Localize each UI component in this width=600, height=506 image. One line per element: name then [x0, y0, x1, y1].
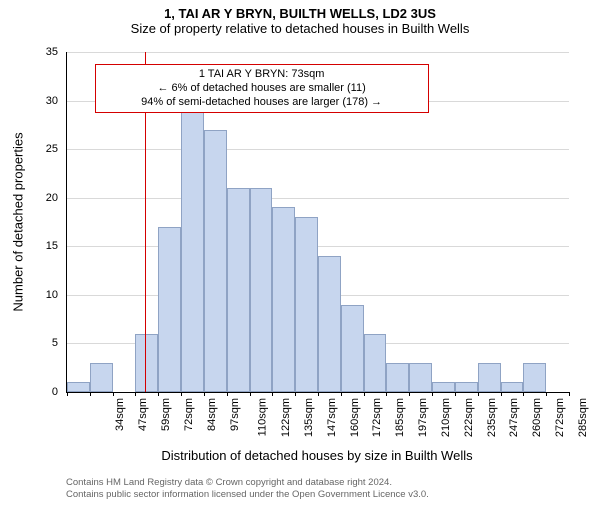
xtick-label: 135sqm	[303, 398, 315, 437]
xtick-mark	[250, 392, 251, 396]
ytick-label: 25	[0, 143, 58, 155]
plot-area: 1 TAI AR Y BRYN: 73sqm← 6% of detached h…	[66, 52, 569, 393]
xtick-label: 272sqm	[554, 398, 566, 437]
xtick-label: 110sqm	[257, 398, 269, 436]
xtick-label: 222sqm	[463, 398, 475, 437]
x-axis-label: Distribution of detached houses by size …	[161, 448, 472, 463]
xtick-mark	[455, 392, 456, 396]
xtick-mark	[227, 392, 228, 396]
footer-line: Contains public sector information licen…	[66, 489, 429, 500]
xtick-label: 84sqm	[206, 398, 218, 431]
xtick-label: 197sqm	[417, 398, 429, 437]
ytick-label: 5	[0, 337, 58, 349]
xtick-mark	[523, 392, 524, 396]
xtick-mark	[409, 392, 410, 396]
gridline	[67, 198, 569, 199]
chart-title: 1, TAI AR Y BRYN, BUILTH WELLS, LD2 3US	[0, 6, 600, 21]
gridline	[67, 246, 569, 247]
xtick-mark	[501, 392, 502, 396]
xtick-label: 147sqm	[326, 398, 338, 437]
histogram-bar	[318, 256, 341, 392]
annotation-line: 94% of semi-detached houses are larger (…	[102, 96, 422, 110]
footer-line: Contains HM Land Registry data © Crown c…	[66, 477, 429, 488]
xtick-label: 235sqm	[486, 398, 498, 437]
ytick-label: 0	[0, 386, 58, 398]
gridline	[67, 149, 569, 150]
xtick-label: 72sqm	[183, 398, 195, 431]
xtick-label: 160sqm	[349, 398, 361, 437]
histogram-bar	[204, 130, 227, 392]
histogram-bar	[90, 363, 113, 392]
histogram-bar	[67, 382, 90, 392]
xtick-label: 59sqm	[160, 398, 172, 431]
histogram-bar	[158, 227, 181, 392]
histogram-bar	[501, 382, 524, 392]
xtick-mark	[272, 392, 273, 396]
xtick-mark	[90, 392, 91, 396]
ytick-label: 10	[0, 289, 58, 301]
xtick-mark	[135, 392, 136, 396]
xtick-label: 185sqm	[394, 398, 406, 437]
xtick-label: 172sqm	[372, 398, 384, 437]
histogram-bar	[409, 363, 432, 392]
xtick-mark	[569, 392, 570, 396]
histogram-bar	[135, 334, 158, 392]
histogram-bar	[272, 207, 295, 392]
chart-subtitle: Size of property relative to detached ho…	[0, 21, 600, 36]
ytick-label: 15	[0, 240, 58, 252]
xtick-label: 285sqm	[577, 398, 589, 437]
xtick-label: 34sqm	[114, 398, 126, 431]
xtick-mark	[181, 392, 182, 396]
annotation-line: ← 6% of detached houses are smaller (11)	[102, 82, 422, 96]
annotation-box: 1 TAI AR Y BRYN: 73sqm← 6% of detached h…	[95, 64, 429, 113]
histogram-bar	[181, 110, 204, 392]
footer-attribution: Contains HM Land Registry data © Crown c…	[66, 477, 429, 500]
gridline	[67, 52, 569, 53]
y-axis-label: Number of detached properties	[11, 132, 26, 311]
xtick-label: 210sqm	[440, 398, 452, 437]
xtick-mark	[546, 392, 547, 396]
histogram-bar	[455, 382, 478, 392]
histogram-bar	[227, 188, 250, 392]
xtick-label: 47sqm	[137, 398, 149, 431]
histogram-bar	[295, 217, 318, 392]
xtick-mark	[158, 392, 159, 396]
xtick-mark	[386, 392, 387, 396]
histogram-bar	[523, 363, 546, 392]
xtick-label: 122sqm	[280, 398, 292, 437]
histogram-bar	[341, 305, 364, 392]
xtick-mark	[295, 392, 296, 396]
histogram-bar	[386, 363, 409, 392]
xtick-mark	[364, 392, 365, 396]
xtick-mark	[341, 392, 342, 396]
xtick-mark	[478, 392, 479, 396]
xtick-mark	[204, 392, 205, 396]
xtick-mark	[113, 392, 114, 396]
xtick-label: 97sqm	[229, 398, 241, 431]
ytick-label: 20	[0, 192, 58, 204]
histogram-bar	[250, 188, 273, 392]
xtick-mark	[67, 392, 68, 396]
xtick-label: 247sqm	[508, 398, 520, 437]
histogram-bar	[432, 382, 455, 392]
xtick-mark	[318, 392, 319, 396]
ytick-label: 30	[0, 95, 58, 107]
xtick-mark	[432, 392, 433, 396]
xtick-label: 260sqm	[531, 398, 543, 437]
annotation-line: 1 TAI AR Y BRYN: 73sqm	[102, 68, 422, 82]
histogram-bar	[478, 363, 501, 392]
ytick-label: 35	[0, 46, 58, 58]
histogram-bar	[364, 334, 387, 392]
